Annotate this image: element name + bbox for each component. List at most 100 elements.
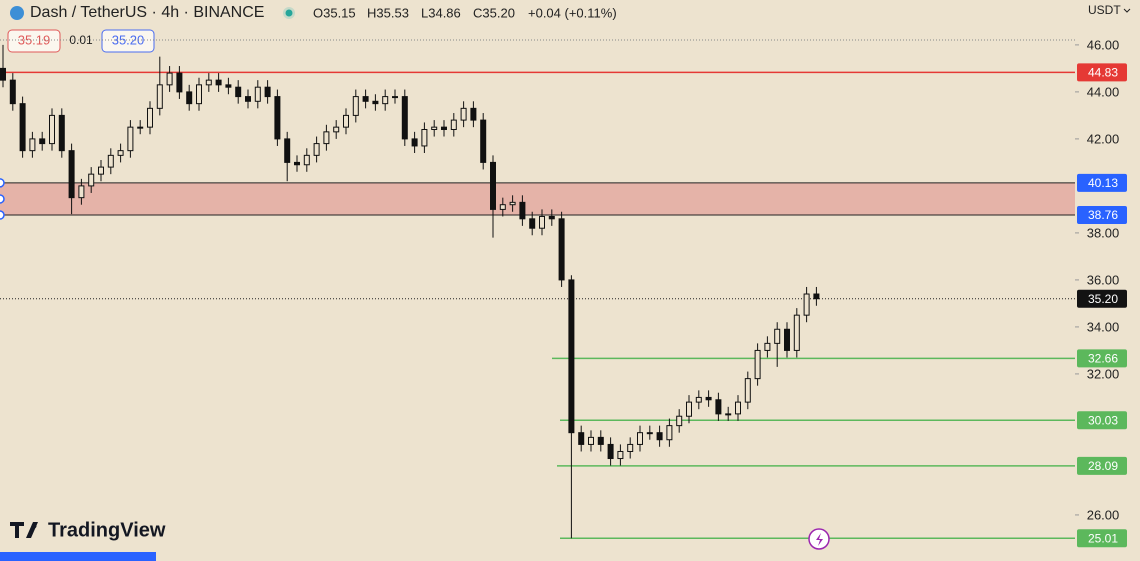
y-tick-label: 36.00: [1087, 272, 1120, 287]
candle-body: [147, 107, 153, 128]
candle-body: [196, 84, 202, 105]
level-label-box: [1077, 349, 1127, 368]
ask-price: 35.20: [112, 32, 145, 47]
candle-body: [627, 443, 634, 452]
candle-body: [215, 79, 222, 86]
candle-body: [578, 432, 585, 445]
buy-button[interactable]: [101, 29, 155, 53]
currency-selector[interactable]: USDT: [1088, 3, 1121, 17]
candle-body: [735, 401, 741, 415]
candle-body: [460, 107, 467, 121]
ohlc-close: C35.20: [473, 5, 515, 20]
candle-body: [245, 96, 251, 102]
level-label-box: [1077, 456, 1127, 475]
candle-body: [793, 314, 800, 351]
sell-button[interactable]: [7, 29, 61, 53]
y-tick-label: 38.00: [1087, 225, 1120, 240]
zone: [0, 182, 1075, 216]
currency-chevron: [1123, 8, 1131, 13]
candle-body: [637, 432, 643, 445]
candle-body: [431, 126, 438, 130]
candle-body: [774, 328, 781, 344]
candle-body: [176, 72, 183, 93]
y-tick-label: 34.00: [1087, 319, 1120, 334]
candle-body: [29, 138, 36, 152]
y-tick-label: 44.00: [1087, 84, 1120, 99]
last-price-box: [1077, 289, 1127, 308]
candle-body: [421, 128, 428, 147]
level-label-box: [1077, 529, 1127, 548]
ohlc-open: O35.15: [313, 5, 356, 20]
candle-body: [539, 215, 545, 229]
candle-body: [88, 173, 95, 187]
candle-body: [19, 103, 26, 152]
candle-body: [676, 415, 683, 427]
ohlc-low: L34.86: [421, 5, 461, 20]
candle-body: [362, 96, 369, 102]
candle-body: [352, 96, 359, 116]
logo-dot: [31, 523, 37, 529]
level-label-box: [1077, 411, 1127, 430]
candle-body: [294, 161, 300, 166]
candle-body: [568, 279, 575, 434]
y-tick-label: 42.00: [1087, 131, 1120, 146]
y-tick-label: 46.00: [1087, 37, 1120, 52]
candle-body: [529, 218, 536, 229]
candle-body: [509, 201, 516, 206]
candle-body: [333, 126, 340, 133]
candle-body: [225, 84, 232, 88]
level-label: 25.01: [1088, 531, 1118, 545]
candle-body: [205, 79, 212, 86]
candle-body: [617, 450, 624, 460]
zone-high-label-box: [1077, 173, 1127, 192]
candle-body: [186, 91, 193, 105]
plot: 46.00 44.00 42.00 38.00 36.00 34.00 32.00 26.00…: [0, 37, 1127, 548]
candle-body: [166, 72, 173, 86]
candle-body: [68, 150, 75, 199]
y-tick-label: 26.00: [1087, 507, 1120, 522]
candle-body: [274, 96, 281, 140]
candle-body: [264, 86, 271, 98]
candle-body: [450, 119, 457, 130]
candle-body: [803, 293, 810, 316]
zone-low-label-box: [1077, 206, 1127, 225]
candle-body: [127, 126, 134, 152]
candle-body: [392, 96, 398, 99]
candle-body: [137, 126, 144, 129]
status-dot: [285, 9, 293, 17]
candle-body: [313, 143, 320, 156]
candle-body: [401, 96, 408, 140]
candle-body: [548, 215, 555, 220]
candle-body: [323, 131, 330, 145]
candle-body: [588, 436, 594, 445]
last-price-label: 35.20: [1088, 292, 1118, 306]
candle-body: [499, 204, 506, 210]
candle-body: [39, 138, 46, 145]
candle-body: [754, 349, 761, 380]
logo-icon: [10, 522, 38, 538]
candle-body: [646, 432, 653, 435]
candle-body: [725, 413, 732, 416]
candle-body: [480, 119, 487, 163]
candle-body: [813, 293, 820, 300]
candle-body: [98, 166, 104, 175]
candle-body: [744, 378, 751, 403]
candle-body: [254, 86, 261, 102]
candle-body: [666, 425, 673, 441]
candle-body: [784, 328, 790, 351]
ohlc-change: +0.04 (+0.11%): [528, 5, 617, 20]
candle-body: [558, 218, 565, 281]
candle-body: [607, 443, 614, 460]
candle-body: [107, 154, 114, 168]
candle-body: [656, 432, 663, 441]
candle-body: [470, 107, 477, 121]
candle-body: [9, 79, 16, 105]
candle-body: [695, 396, 702, 403]
symbol-icon: [10, 6, 24, 20]
candle-body: [382, 96, 389, 105]
candle-body: [441, 126, 447, 130]
level-label: 44.83: [1088, 66, 1118, 80]
ohlc-high: H35.53: [367, 5, 409, 20]
candle-body: [284, 138, 291, 163]
